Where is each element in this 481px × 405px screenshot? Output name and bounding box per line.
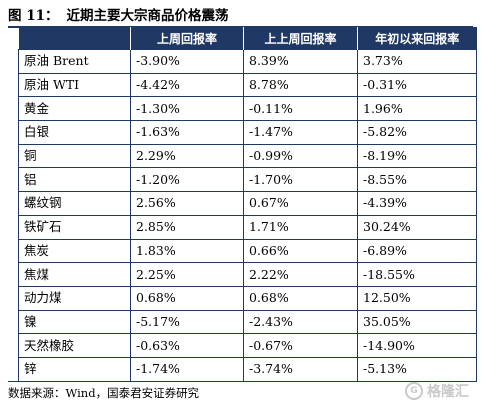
header-ytd: 年初以来回报率 — [357, 27, 477, 50]
prev-week-return-cell: -0.67% — [243, 333, 358, 358]
ytd-return-cell: 1.96% — [357, 96, 477, 122]
ytd-return-cell: -14.90% — [357, 333, 477, 358]
prev-week-return-cell: -2.43% — [243, 309, 358, 335]
table-row: 焦炭 1.83% 0.66% -6.89% — [18, 238, 477, 264]
prev-week-return-cell: 1.71% — [243, 214, 358, 240]
commodity-name-cell: 铁矿石 — [18, 214, 131, 240]
commodity-name-cell: 镍 — [18, 309, 131, 335]
table-row: 锌 -1.74% -3.74% -5.13% — [18, 356, 477, 382]
data-source-note: 数据来源：Wind，国泰君安证券研究 — [8, 381, 473, 401]
prev-week-return-cell: -1.47% — [243, 120, 358, 145]
figure-title-text: 近期主要大宗商品价格震荡 — [66, 8, 229, 24]
week-return-cell: 1.83% — [130, 238, 244, 264]
prev-week-return-cell: 0.66% — [243, 238, 358, 264]
week-return-cell: -0.63% — [130, 333, 244, 358]
ytd-return-cell: -18.55% — [357, 262, 477, 287]
ytd-return-cell: -6.89% — [357, 238, 477, 264]
prev-week-return-cell: 0.68% — [243, 285, 358, 311]
table-row: 焦煤 2.25% 2.22% -18.55% — [18, 262, 477, 287]
week-return-cell: -3.90% — [130, 49, 244, 74]
commodity-name-cell: 焦煤 — [18, 262, 131, 287]
watermark-text: 格隆汇 — [427, 384, 469, 400]
table-row: 螺纹钢 2.56% 0.67% -4.39% — [18, 191, 477, 216]
header-name — [18, 27, 131, 50]
commodity-name-cell: 白银 — [18, 120, 131, 145]
table-row: 铝 -1.20% -1.70% -8.55% — [18, 167, 477, 193]
week-return-cell: 2.56% — [130, 191, 244, 216]
table-row: 原油 WTI -4.42% 8.78% -0.31% — [18, 72, 477, 98]
commodity-name-cell: 原油 WTI — [18, 72, 131, 98]
ytd-return-cell: -8.55% — [357, 167, 477, 193]
prev-week-return-cell: -0.99% — [243, 143, 358, 169]
table-row: 镍 -5.17% -2.43% 35.05% — [18, 309, 477, 335]
table-header-row: 上周回报率 上上周回报率 年初以来回报率 — [18, 27, 477, 50]
table-row: 白银 -1.63% -1.47% -5.82% — [18, 120, 477, 145]
header-prev-week: 上上周回报率 — [243, 27, 358, 50]
commodity-name-cell: 动力煤 — [18, 285, 131, 311]
figure-title: 图 11： 近期主要大宗商品价格震荡 — [8, 4, 473, 28]
week-return-cell: -4.42% — [130, 72, 244, 98]
week-return-cell: -1.74% — [130, 356, 244, 382]
table-row: 黄金 -1.30% -0.11% 1.96% — [18, 96, 477, 122]
ytd-return-cell: 12.50% — [357, 285, 477, 311]
commodity-name-cell: 天然橡胶 — [18, 333, 131, 358]
header-week: 上周回报率 — [130, 27, 244, 50]
week-return-cell: -5.17% — [130, 309, 244, 335]
week-return-cell: -1.63% — [130, 120, 244, 145]
ytd-return-cell: 35.05% — [357, 309, 477, 335]
commodity-name-cell: 黄金 — [18, 96, 131, 122]
commodity-name-cell: 铜 — [18, 143, 131, 169]
prev-week-return-cell: 8.39% — [243, 49, 358, 74]
commodity-name-cell: 螺纹钢 — [18, 191, 131, 216]
ytd-return-cell: -4.39% — [357, 191, 477, 216]
table-row: 动力煤 0.68% 0.68% 12.50% — [18, 285, 477, 311]
week-return-cell: 0.68% — [130, 285, 244, 311]
table-row: 铁矿石 2.85% 1.71% 30.24% — [18, 214, 477, 240]
commodity-name-cell: 原油 Brent — [18, 49, 131, 74]
table-row: 原油 Brent -3.90% 8.39% 3.73% — [18, 49, 477, 74]
figure-label: 图 11： — [8, 8, 59, 24]
ytd-return-cell: 3.73% — [357, 49, 477, 74]
ytd-return-cell: -5.82% — [357, 120, 477, 145]
table-row: 铜 2.29% -0.99% -8.19% — [18, 143, 477, 169]
watermark-logo-icon: G — [405, 382, 423, 400]
prev-week-return-cell: -1.70% — [243, 167, 358, 193]
ytd-return-cell: 30.24% — [357, 214, 477, 240]
week-return-cell: 2.25% — [130, 262, 244, 287]
week-return-cell: -1.20% — [130, 167, 244, 193]
ytd-return-cell: -5.13% — [357, 356, 477, 382]
commodity-name-cell: 焦炭 — [18, 238, 131, 264]
commodity-name-cell: 锌 — [18, 356, 131, 382]
prev-week-return-cell: 2.22% — [243, 262, 358, 287]
commodity-returns-table: 上周回报率 上上周回报率 年初以来回报率 原油 Brent -3.90% 8.39%… — [18, 27, 477, 382]
week-return-cell: 2.29% — [130, 143, 244, 169]
week-return-cell: -1.30% — [130, 96, 244, 122]
prev-week-return-cell: 8.78% — [243, 72, 358, 98]
prev-week-return-cell: -3.74% — [243, 356, 358, 382]
ytd-return-cell: -8.19% — [357, 143, 477, 169]
table-row: 天然橡胶 -0.63% -0.67% -14.90% — [18, 333, 477, 358]
commodity-name-cell: 铝 — [18, 167, 131, 193]
week-return-cell: 2.85% — [130, 214, 244, 240]
watermark: G 格隆汇 — [405, 380, 469, 402]
prev-week-return-cell: -0.11% — [243, 96, 358, 122]
prev-week-return-cell: 0.67% — [243, 191, 358, 216]
ytd-return-cell: -0.31% — [357, 72, 477, 98]
